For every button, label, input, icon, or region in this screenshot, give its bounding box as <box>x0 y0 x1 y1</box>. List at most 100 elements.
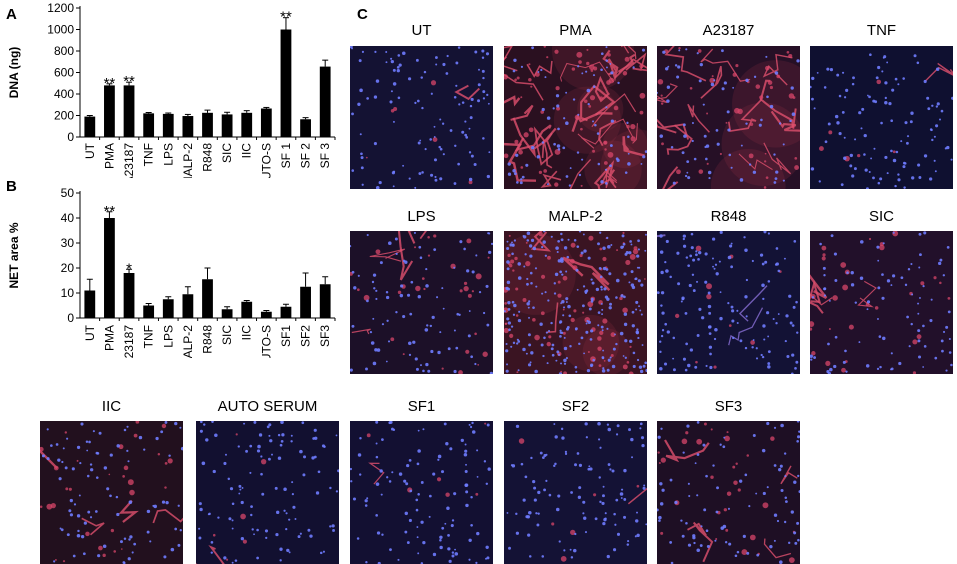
x-tick-label: PMA <box>102 325 116 351</box>
micrograph-image <box>504 46 647 189</box>
bar <box>221 114 233 137</box>
micrograph-label: PMA <box>559 22 592 39</box>
x-tick-label: LPS <box>161 325 175 348</box>
x-tick-label: UT <box>83 324 97 341</box>
error-bar <box>204 267 211 280</box>
bar <box>319 284 331 318</box>
error-bar <box>302 117 309 120</box>
bar <box>182 116 194 137</box>
bar <box>260 311 272 318</box>
x-tick-label: R848 <box>201 325 215 354</box>
error-bar <box>86 115 93 117</box>
bar <box>162 113 174 137</box>
bar <box>84 290 96 318</box>
bar <box>162 299 174 318</box>
error-bar <box>165 296 172 300</box>
error-bar <box>145 303 152 306</box>
x-tick-label: R848 <box>201 143 215 172</box>
bar <box>300 119 311 137</box>
x-tick-label: SIC <box>220 143 234 163</box>
bar <box>221 309 233 318</box>
error-bar <box>243 300 250 302</box>
x-tick-label: A23187 <box>122 143 136 178</box>
micrograph-label: TNF <box>866 22 897 39</box>
y-tick-label: 20 <box>61 261 75 275</box>
y-tick-label: 800 <box>54 44 74 58</box>
error-bar <box>165 112 172 114</box>
x-tick-label: TNF <box>142 325 156 348</box>
bar <box>280 29 292 137</box>
y-tick-label: 0 <box>67 130 74 144</box>
micrograph-label: IIC <box>101 398 122 415</box>
significance-marker: ** <box>104 75 116 92</box>
bar <box>202 279 213 318</box>
micrograph-label: SF1 <box>407 398 436 415</box>
net-area-bar-chart: 0 10 20 30 40 50 NET area % UT PMA ** A23187 * TNF LP… <box>7 186 336 358</box>
x-tick-label: SF1 <box>279 325 293 347</box>
y-tick-label: 200 <box>54 109 74 123</box>
bar <box>280 306 292 318</box>
bar <box>260 108 272 137</box>
x-tick-label: SF 2 <box>299 143 313 169</box>
error-bar <box>126 81 133 86</box>
y-tick-label: 400 <box>54 87 74 101</box>
micrograph-image <box>657 46 800 189</box>
micrograph-label: R848 <box>710 208 747 225</box>
micrograph-label: LPS <box>407 208 436 225</box>
y-tick-label: 1200 <box>47 1 74 15</box>
micrograph-image <box>810 46 953 189</box>
panel-letter-c: C <box>357 6 368 23</box>
micrograph-image <box>40 421 183 564</box>
micrograph-label: AUTO SERUM <box>217 398 318 415</box>
y-tick-label: 600 <box>54 66 74 80</box>
error-bar <box>86 278 93 291</box>
y-axis-label: DNA (ng) <box>7 47 21 99</box>
bar <box>202 112 213 137</box>
bar <box>104 218 115 318</box>
y-tick-label: 1000 <box>47 23 74 37</box>
error-bar <box>184 113 191 117</box>
error-bar <box>302 272 309 287</box>
bar <box>319 66 331 137</box>
y-tick-label: 40 <box>61 211 75 225</box>
bar <box>143 305 155 318</box>
x-tick-label: AUTO-S <box>259 325 273 358</box>
x-tick-label: SF 3 <box>318 143 332 169</box>
error-bar <box>322 59 329 67</box>
significance-marker: * <box>126 260 132 277</box>
error-bar <box>224 111 231 115</box>
micrograph-image <box>350 231 493 374</box>
micrograph-label: SF2 <box>561 398 590 415</box>
y-tick-label: 0 <box>67 311 74 325</box>
error-bar <box>106 83 113 86</box>
panel-letter-b: B <box>6 178 17 195</box>
error-bar <box>282 17 289 30</box>
micrograph-image <box>504 231 647 374</box>
micrograph-label: SF3 <box>714 398 743 415</box>
bar <box>143 113 155 137</box>
error-bar <box>184 286 191 295</box>
bar <box>123 85 135 137</box>
micrograph-image <box>504 421 647 564</box>
bar <box>241 301 253 318</box>
micrograph-image <box>350 421 493 564</box>
error-bar <box>145 111 152 114</box>
y-axis-label: NET area % <box>7 222 21 288</box>
x-tick-label: UT <box>83 142 97 159</box>
x-tick-label: AUTO-S <box>259 143 273 178</box>
bar <box>104 85 115 137</box>
micrograph-image <box>657 421 800 564</box>
micrograph-label: MALP-2 <box>548 208 603 225</box>
error-bar <box>282 303 289 307</box>
micrograph-label: SIC <box>868 208 894 225</box>
significance-marker: ** <box>123 73 135 90</box>
x-tick-label: SF3 <box>318 325 332 347</box>
dna-bar-chart: 0 200 400 600 800 1000 1200 DNA (ng) UT PMA ** A231… <box>7 1 336 178</box>
x-tick-label: A23187 <box>122 325 136 358</box>
x-tick-label: SF 1 <box>279 143 293 169</box>
x-tick-label: PMA <box>102 143 116 169</box>
micrograph-image <box>350 46 493 189</box>
error-bar <box>106 211 113 218</box>
panel-letter-a: A <box>6 6 17 23</box>
y-tick-label: 30 <box>61 236 75 250</box>
